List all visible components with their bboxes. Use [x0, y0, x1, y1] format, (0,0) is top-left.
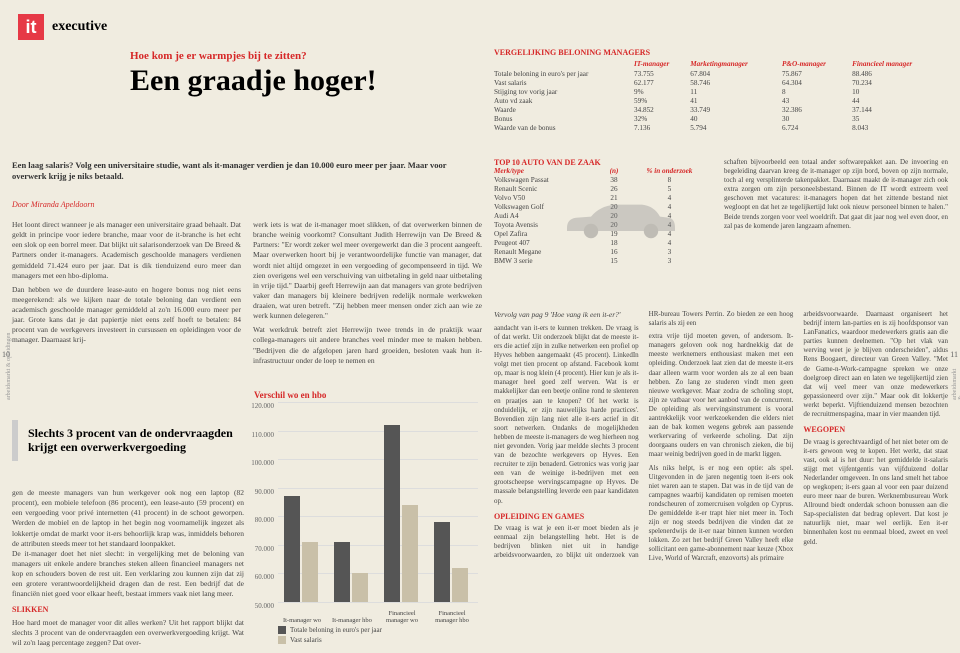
car-table-title: TOP 10 AUTO VAN DE ZAAK	[494, 158, 716, 167]
chart-title: Verschil wo en hbo	[254, 390, 482, 400]
page-number-right: 11	[950, 350, 958, 359]
intro-text: Een laag salaris? Volg een universitaire…	[12, 160, 482, 182]
right-p1: aandacht van it-ers te kunnen trekken. D…	[494, 324, 639, 506]
headline: Een graadje hoger!	[130, 66, 480, 96]
comp-table-title: VERGELIJKING BELONING MANAGERS	[494, 48, 948, 57]
chart-bar	[434, 522, 450, 602]
right-p3: extra vrije tijd moeten geven, of anders…	[649, 332, 794, 459]
chart-bar	[384, 425, 400, 602]
subhead-slikken: SLIKKEN	[12, 605, 244, 616]
comparison-table: VERGELIJKING BELONING MANAGERS IT-manage…	[494, 48, 948, 132]
subhead-opleiding: OPLEIDING EN GAMES	[494, 512, 639, 522]
body-p4: Wat werkdruk betreft ziet Herrewijn twee…	[253, 325, 482, 366]
subhead-wegopen: WEGOPEN	[803, 425, 948, 435]
chart-bar	[352, 573, 368, 602]
lower-p1: gen de meeste managers van hun werkgever…	[12, 488, 244, 549]
side-label-left: arbeidsmarkt & opleidingen	[6, 333, 12, 400]
body-p3: werk iets is wat de it-manager moet slik…	[253, 220, 482, 321]
pullquote-text: Slechts 3 procent van de ondervraagden k…	[28, 426, 234, 455]
right-body-columns: Vervolg van pag 9 'Hoe vang ik een it-er…	[494, 310, 948, 564]
right-p4: Als niks helpt, is er nog een optie: als…	[649, 464, 794, 564]
chart-area: 50.00060.00070.00080.00090.000100.000110…	[278, 402, 478, 602]
car-silhouette-icon	[558, 195, 678, 243]
magazine-logo: it executive	[18, 14, 107, 40]
vervolg-line: Vervolg van pag 9 'Hoe vang ik een it-er…	[494, 310, 639, 320]
chart-bar	[402, 505, 418, 602]
right-p6: De vraag is gerechtvaardigd of het niet …	[803, 438, 948, 547]
lower-p2: De it-manager doet het niet slecht: in v…	[12, 549, 244, 600]
right-p5: arbeidsvoorwaarde. Daarnaast organiseert…	[803, 310, 948, 419]
logo-text: executive	[52, 19, 107, 35]
side-label-right: arbeidsmarkt & opleidingen	[952, 369, 960, 400]
comp-table-grid: IT-managerMarketingmanagerP&O-managerFin…	[494, 59, 948, 132]
chart-bar	[302, 542, 318, 602]
body-p2: Dan hebben we de duurdere lease-auto en …	[12, 285, 241, 346]
kicker: Hoe kom je er warmpjes bij te zitten?	[130, 50, 480, 62]
chart-bar	[334, 542, 350, 602]
body-columns: Het loont direct wanneer je als manager …	[12, 220, 482, 366]
bar-chart: Verschil wo en hbo 50.00060.00070.00080.…	[254, 390, 482, 640]
body-p1: Het loont direct wanneer je als manager …	[12, 220, 241, 281]
main-heading: Hoe kom je er warmpjes bij te zitten? Ee…	[130, 50, 480, 96]
pullquote-box: Slechts 3 procent van de ondervraagden k…	[12, 420, 244, 461]
chart-bar	[452, 568, 468, 602]
chart-bar	[284, 496, 300, 602]
logo-square: it	[18, 14, 44, 40]
right-upper-text: schaften bijvoorbeeld een totaal ander s…	[724, 158, 948, 231]
byline: Door Miranda Apeldoorn	[12, 200, 95, 209]
lower-p3: Hoe hard moet de manager voor dit alles …	[12, 618, 244, 648]
lower-left-column: gen de meeste managers van hun werkgever…	[12, 488, 244, 649]
